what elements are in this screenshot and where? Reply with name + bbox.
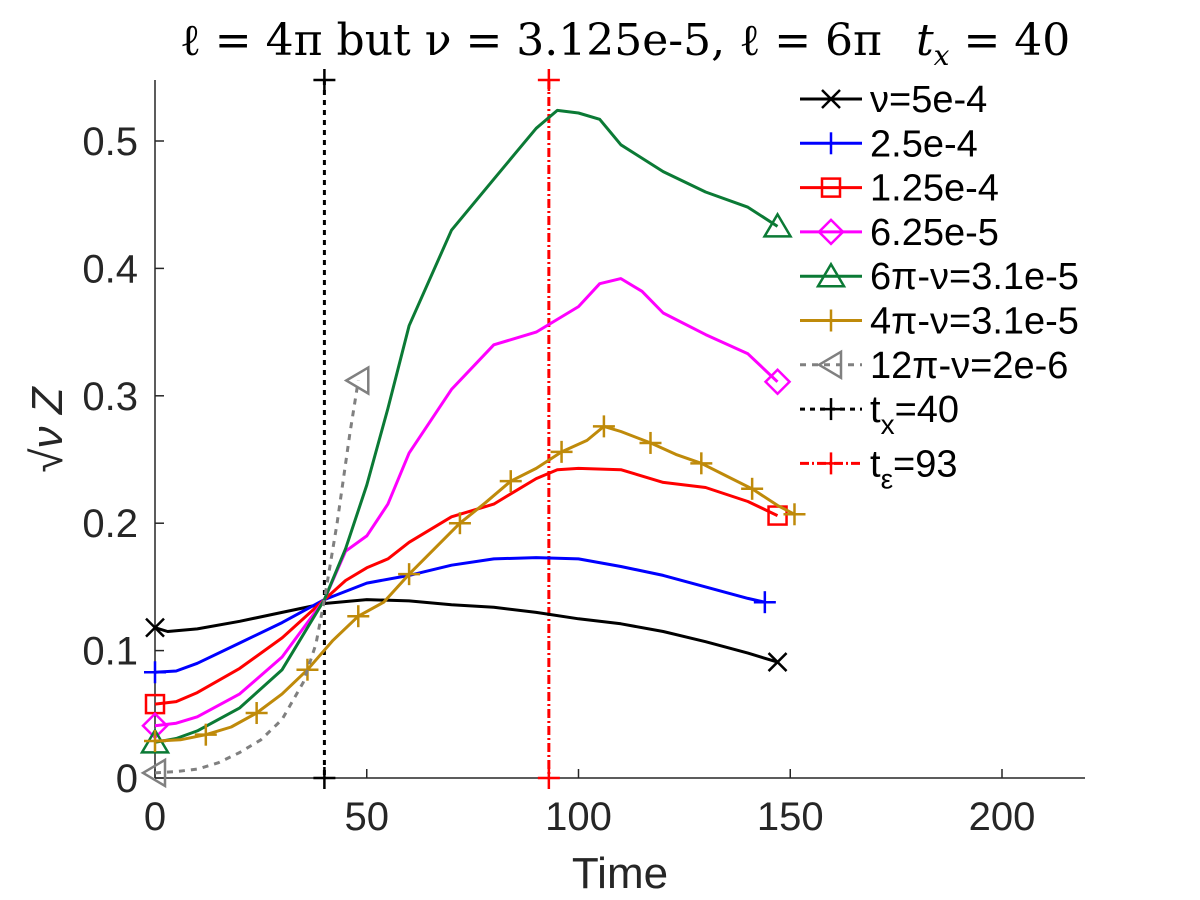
y-tick-label: 0.4 [82, 247, 138, 291]
series-5 [139, 108, 793, 754]
series-line [154, 277, 779, 728]
title-main: ℓ = 4π but ν = 3.125e-5, ℓ = 6π [180, 15, 882, 66]
data-point-marker [145, 617, 165, 638]
legend-entry-6: 4π-ν=3.1e-5 [800, 301, 1079, 343]
legend-label: tε=93 [870, 443, 958, 494]
x-tick-label: 0 [144, 795, 166, 839]
x-tick-label: 150 [757, 795, 824, 839]
data-point-marker [144, 661, 166, 684]
data-point-marker [763, 368, 792, 396]
series-line [154, 424, 796, 743]
data-point-marker [347, 605, 370, 628]
legend-entry-7: 12π-ν=2e-6 [800, 345, 1068, 387]
vline-top-marker [537, 69, 560, 91]
legend-marker [820, 177, 842, 198]
series-line [154, 108, 779, 744]
title-t: t [916, 15, 934, 66]
series-2 [144, 556, 776, 684]
y-axis-label: √ν Z [23, 385, 72, 472]
data-point-marker [140, 757, 167, 789]
legend-label: 2.5e-4 [870, 123, 978, 165]
legend-entry-4: 6.25e-5 [800, 212, 999, 254]
series-6 [144, 415, 806, 753]
series-1 [145, 598, 788, 672]
legend-label: ν=5e-4 [870, 79, 987, 121]
x-tick-label: 200 [969, 795, 1036, 839]
vertical-lines [313, 69, 560, 789]
data-point-marker [783, 503, 806, 526]
vline-bottom-marker [537, 767, 560, 789]
vline-t_x=40 [313, 69, 336, 789]
legend-marker [817, 218, 845, 246]
legend-entry-2: 2.5e-4 [800, 123, 978, 165]
data-point-marker [753, 591, 776, 614]
legend-label: 4π-ν=3.1e-5 [870, 301, 1079, 343]
series-line [154, 466, 779, 706]
legend-marker [820, 132, 842, 155]
legend-label: 6.25e-5 [870, 212, 999, 254]
vline-t_ε=93 [537, 69, 560, 789]
legend-label: 1.25e-4 [870, 168, 999, 210]
chart-title: ℓ = 4π but ν = 3.125e-5, ℓ = 6π tx = 40 [180, 15, 1071, 72]
x-tick-label: 50 [345, 795, 390, 839]
legend-label: tx=40 [870, 389, 959, 440]
data-point-marker [245, 702, 268, 725]
x-axis-label: Time [572, 849, 668, 898]
x-tick-label: 100 [545, 795, 612, 839]
series-lines [139, 108, 806, 789]
legend: ν=5e-42.5e-41.25e-46.25e-56π-ν=3.1e-54π-… [800, 79, 1079, 494]
series-line [154, 556, 766, 674]
y-tick-label: 0.2 [82, 502, 138, 546]
vline-bottom-marker [313, 767, 336, 789]
title-sub: x [934, 39, 950, 72]
y-tick-label: 0.3 [82, 375, 138, 419]
legend-marker [820, 452, 842, 475]
x-ticks: 0 50 100 150 200 [144, 769, 1036, 839]
series-7 [140, 365, 370, 789]
data-point-marker [690, 452, 713, 475]
legend-vline-1: tx=40 [800, 389, 959, 440]
y-ticks: 0 0.1 0.2 0.3 0.4 0.5 [82, 120, 164, 801]
data-point-marker [448, 512, 471, 535]
legend-entry-1: ν=5e-4 [800, 79, 987, 121]
data-point-marker [144, 730, 166, 753]
data-point-marker [296, 658, 319, 681]
data-point-marker [592, 415, 615, 438]
series-3 [144, 466, 788, 715]
title-rest: = 40 [949, 15, 1070, 66]
data-point-marker [762, 211, 793, 238]
data-point-marker [499, 470, 522, 493]
y-tick-label: 0.1 [82, 630, 138, 674]
data-point-marker [398, 563, 421, 586]
legend-marker [816, 349, 843, 380]
legend-label: 6π-ν=3.1e-5 [870, 256, 1079, 298]
legend-vline-2: tε=93 [800, 443, 958, 494]
series-line [154, 380, 360, 775]
legend-label: 12π-ν=2e-6 [870, 345, 1068, 387]
data-point-marker [194, 723, 217, 746]
data-point-marker [741, 477, 764, 500]
legend-entry-3: 1.25e-4 [800, 168, 999, 210]
vline-top-marker [313, 69, 336, 91]
data-point-marker [639, 431, 662, 454]
legend-entry-5: 6π-ν=3.1e-5 [800, 256, 1079, 298]
legend-marker [820, 398, 842, 421]
data-point-marker [550, 440, 573, 463]
y-tick-label: 0 [116, 757, 138, 801]
series-line [154, 598, 778, 664]
legend-marker [821, 89, 841, 109]
y-tick-label: 0.5 [82, 120, 138, 164]
legend-marker [815, 261, 847, 288]
data-point-marker [767, 652, 788, 672]
legend-marker [820, 309, 842, 332]
data-point-marker [343, 365, 370, 396]
